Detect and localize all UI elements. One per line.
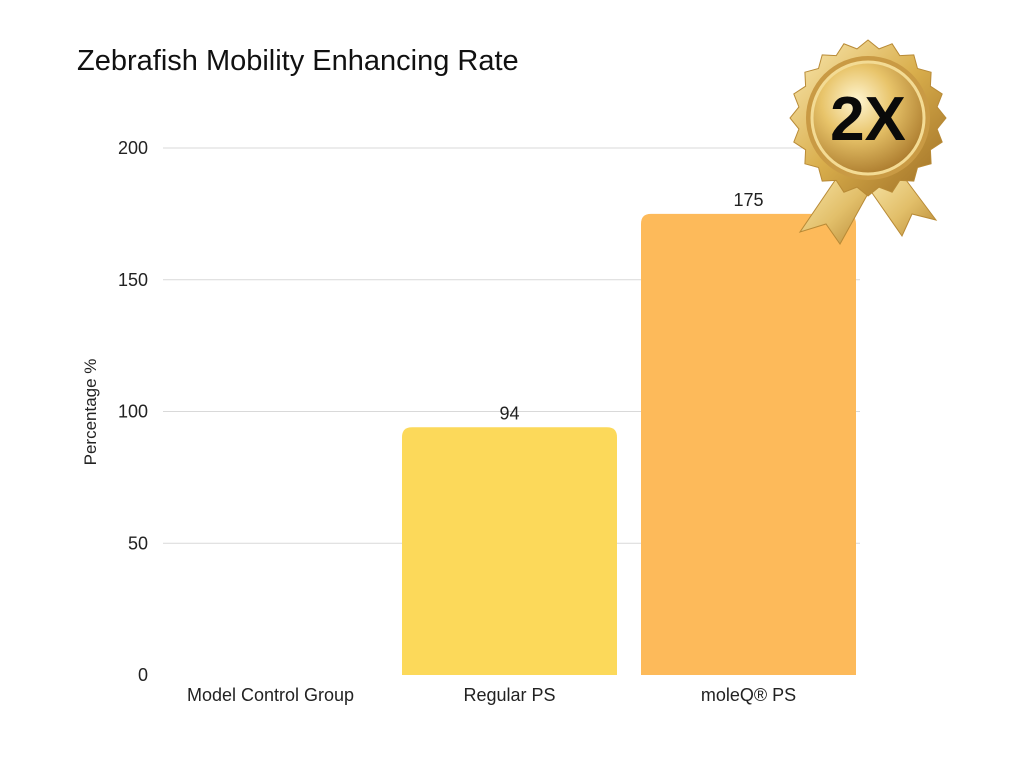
gold-award-ribbon-icon: 2X <box>789 39 947 245</box>
y-axis-ticks: 0 50 100 150 200 <box>118 138 148 685</box>
bar-value-label: 94 <box>499 403 519 423</box>
x-category-label: Model Control Group <box>187 685 354 705</box>
y-axis-title: Percentage % <box>81 359 100 466</box>
value-labels: 94 175 <box>499 190 763 423</box>
bar <box>402 427 617 675</box>
y-tick-label: 50 <box>128 533 148 553</box>
x-axis-categories: Model Control Group Regular PS moleQ® PS <box>187 685 796 705</box>
y-tick-label: 200 <box>118 138 148 158</box>
bar-value-label: 175 <box>733 190 763 210</box>
x-category-label: moleQ® PS <box>701 685 796 705</box>
y-tick-label: 150 <box>118 270 148 290</box>
y-tick-label: 100 <box>118 402 148 422</box>
bars <box>402 213 856 675</box>
chart-title: Zebrafish Mobility Enhancing Rate <box>77 45 519 77</box>
bar <box>641 213 856 675</box>
y-tick-label: 0 <box>138 665 148 685</box>
badge-medal-face <box>810 60 926 176</box>
badge-text: 2X <box>830 85 906 154</box>
x-category-label: Regular PS <box>463 685 555 705</box>
